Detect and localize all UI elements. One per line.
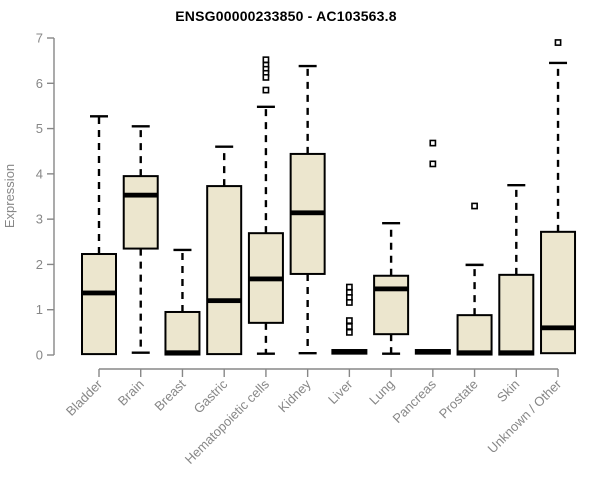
box-skin — [498, 183, 535, 356]
outlier-point — [345, 283, 353, 291]
outlier-point — [429, 139, 437, 147]
median-line — [82, 290, 116, 296]
median-line — [123, 192, 158, 198]
x-tick-label-prostate: Prostate — [436, 377, 481, 422]
x-tick-label-kidney: Kidney — [275, 376, 314, 415]
y-tick-label: 2 — [36, 257, 43, 272]
y-tick-label: 0 — [36, 348, 43, 363]
box-brain — [122, 125, 159, 354]
y-axis-label: Expression — [2, 164, 17, 228]
median-line — [415, 349, 450, 355]
outlier-point — [262, 73, 270, 81]
iqr-box — [81, 253, 117, 356]
y-tick-label: 3 — [36, 212, 43, 227]
outlier-point — [554, 39, 562, 46]
y-tick-label: 5 — [36, 121, 43, 136]
box-gastric — [206, 145, 243, 356]
y-tick-label: 6 — [36, 76, 43, 91]
y-axis: 0 1 2 3 4 5 6 7 — [36, 31, 55, 363]
y-tick-label: 7 — [36, 31, 43, 46]
box-bladder — [81, 115, 117, 356]
outlier-point — [262, 56, 270, 64]
box-unknown-other — [540, 39, 577, 355]
x-tick-label-bladder: Bladder — [63, 376, 106, 419]
iqr-box — [164, 310, 201, 356]
iqr-box — [498, 273, 535, 356]
box-kidney — [289, 64, 326, 355]
box-prostate — [456, 202, 493, 356]
outlier-point — [345, 328, 353, 336]
x-tick-label-pancreas: Pancreas — [390, 376, 440, 426]
median-line — [332, 349, 367, 355]
median-line — [499, 350, 534, 356]
box-lung — [373, 222, 410, 355]
median-line — [457, 350, 492, 356]
box-breast — [164, 248, 201, 356]
median-line — [165, 350, 200, 356]
box-pancreas — [414, 139, 451, 355]
x-tick-label-liver: Liver — [325, 376, 356, 407]
x-tick-label-brain: Brain — [115, 377, 147, 409]
outlier-point — [429, 160, 437, 168]
outlier-point — [345, 299, 353, 306]
outlier-point — [345, 323, 353, 330]
chart-title: ENSG00000233850 - AC103563.8 — [175, 8, 397, 24]
median-line — [248, 276, 283, 282]
outlier-point — [262, 86, 270, 94]
x-tick-label-unknown-other: Unknown / Other — [485, 376, 565, 456]
y-tick-label: 1 — [36, 302, 43, 317]
outlier-point — [471, 202, 478, 210]
box-liver — [331, 283, 368, 355]
box-hematopoietic-cells — [247, 56, 284, 355]
iqr-box — [122, 175, 159, 250]
x-tick-label-breast: Breast — [151, 376, 188, 413]
median-line — [290, 210, 325, 216]
y-tick-label: 4 — [36, 166, 43, 181]
iqr-box — [206, 185, 243, 356]
median-line — [541, 325, 576, 331]
median-line — [207, 298, 242, 304]
x-tick-label-gastric: Gastric — [191, 376, 231, 416]
median-line — [374, 286, 409, 292]
iqr-box — [456, 314, 493, 356]
x-tick-label-lung: Lung — [366, 377, 397, 408]
outlier-point — [345, 317, 353, 324]
iqr-box — [540, 230, 577, 355]
iqr-box — [373, 274, 410, 336]
x-tick-label-skin: Skin — [494, 377, 522, 405]
